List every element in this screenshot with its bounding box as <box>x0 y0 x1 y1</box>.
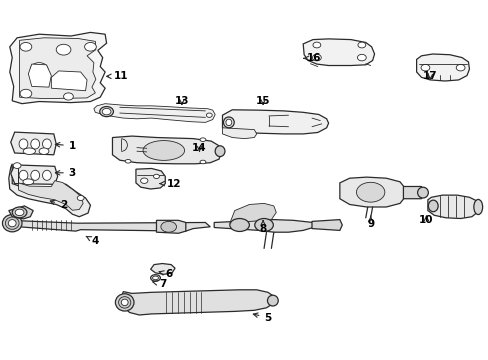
Polygon shape <box>94 104 215 122</box>
Polygon shape <box>28 64 51 87</box>
Ellipse shape <box>161 221 176 232</box>
Polygon shape <box>10 32 106 104</box>
Ellipse shape <box>77 195 84 201</box>
Polygon shape <box>214 220 312 232</box>
Polygon shape <box>222 110 328 134</box>
Polygon shape <box>11 165 58 184</box>
Ellipse shape <box>56 44 71 55</box>
Ellipse shape <box>31 139 40 149</box>
Ellipse shape <box>15 209 24 216</box>
Ellipse shape <box>200 138 205 141</box>
Ellipse shape <box>215 146 224 157</box>
Ellipse shape <box>20 42 32 51</box>
Polygon shape <box>19 167 83 210</box>
Polygon shape <box>121 290 274 315</box>
Text: 12: 12 <box>160 179 181 189</box>
Polygon shape <box>339 177 404 207</box>
Ellipse shape <box>19 170 28 180</box>
Ellipse shape <box>473 199 482 215</box>
Text: 5: 5 <box>253 312 271 323</box>
Ellipse shape <box>143 140 184 161</box>
Text: 4: 4 <box>86 236 99 246</box>
Ellipse shape <box>2 215 22 232</box>
Polygon shape <box>311 220 342 230</box>
Text: 9: 9 <box>366 216 373 229</box>
Polygon shape <box>11 132 56 155</box>
Polygon shape <box>229 203 276 223</box>
Text: 14: 14 <box>192 143 206 153</box>
Ellipse shape <box>5 217 19 229</box>
Ellipse shape <box>206 113 212 117</box>
Text: 2: 2 <box>50 200 67 210</box>
Ellipse shape <box>31 170 40 180</box>
Ellipse shape <box>229 219 249 231</box>
Text: 17: 17 <box>422 71 437 81</box>
Polygon shape <box>150 264 175 274</box>
Ellipse shape <box>357 42 365 48</box>
Ellipse shape <box>100 107 113 117</box>
Text: 10: 10 <box>418 215 433 225</box>
Ellipse shape <box>312 42 320 48</box>
Ellipse shape <box>200 160 205 164</box>
Ellipse shape <box>420 64 429 71</box>
Polygon shape <box>403 186 422 199</box>
Ellipse shape <box>141 178 147 183</box>
Text: 3: 3 <box>55 168 76 178</box>
Ellipse shape <box>84 42 96 51</box>
Text: 6: 6 <box>159 269 172 279</box>
Text: 13: 13 <box>174 96 189 106</box>
Polygon shape <box>112 136 221 164</box>
Ellipse shape <box>20 89 32 98</box>
Ellipse shape <box>23 179 34 185</box>
Ellipse shape <box>427 200 437 212</box>
Text: 8: 8 <box>259 221 266 234</box>
Polygon shape <box>9 206 33 219</box>
Polygon shape <box>222 128 256 139</box>
Polygon shape <box>136 168 165 189</box>
Ellipse shape <box>102 108 111 115</box>
Ellipse shape <box>150 275 160 281</box>
Text: 7: 7 <box>152 279 166 289</box>
Ellipse shape <box>267 295 278 306</box>
Ellipse shape <box>121 299 128 306</box>
Ellipse shape <box>12 207 27 218</box>
Ellipse shape <box>357 54 366 61</box>
Ellipse shape <box>356 182 384 202</box>
Ellipse shape <box>417 187 427 198</box>
Ellipse shape <box>30 63 48 76</box>
Ellipse shape <box>312 54 321 61</box>
Text: 1: 1 <box>55 141 76 151</box>
Ellipse shape <box>223 117 234 128</box>
Ellipse shape <box>455 64 464 71</box>
Ellipse shape <box>254 219 273 231</box>
Text: 11: 11 <box>106 71 128 81</box>
Ellipse shape <box>39 148 49 154</box>
Ellipse shape <box>42 139 51 149</box>
Ellipse shape <box>63 93 73 100</box>
Ellipse shape <box>225 119 231 126</box>
Polygon shape <box>427 195 478 219</box>
Ellipse shape <box>152 276 158 280</box>
Ellipse shape <box>115 294 134 311</box>
Ellipse shape <box>125 159 131 163</box>
Polygon shape <box>156 220 185 233</box>
Polygon shape <box>20 38 96 99</box>
Polygon shape <box>9 164 90 217</box>
Polygon shape <box>303 39 374 66</box>
Ellipse shape <box>42 170 51 180</box>
Ellipse shape <box>153 174 159 179</box>
Ellipse shape <box>13 163 21 168</box>
Text: 15: 15 <box>255 96 270 106</box>
Text: 16: 16 <box>303 53 321 63</box>
Ellipse shape <box>119 297 131 308</box>
Polygon shape <box>10 220 210 231</box>
Polygon shape <box>51 71 87 91</box>
Ellipse shape <box>8 220 16 227</box>
Ellipse shape <box>23 148 35 154</box>
Polygon shape <box>416 54 468 81</box>
Ellipse shape <box>19 139 28 149</box>
